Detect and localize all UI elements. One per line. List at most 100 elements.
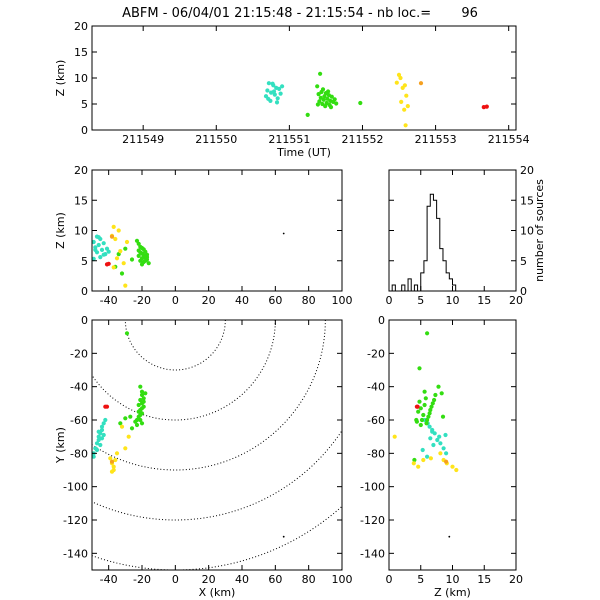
panel-plan-view: -40 -20 0 20 40 60 80 100 -140 -120 -100 -80 -60 -40 -… (54, 314, 353, 599)
source-point-cyan (266, 96, 271, 101)
source-point-green (427, 411, 432, 416)
source-point-yellow (113, 457, 118, 463)
data-points (92, 224, 285, 288)
source-point-cyan (425, 454, 430, 459)
x-tick-label: 40 (235, 294, 249, 307)
x-axis-label: Time (UT) (276, 146, 331, 159)
source-point-yellow (126, 434, 131, 439)
source-point-green (414, 417, 419, 423)
source-point-cyan (441, 446, 446, 451)
x-tick-label: 0 (172, 573, 179, 586)
source-point-cyan (106, 249, 111, 254)
source-point-cyan (101, 421, 106, 426)
y-tick-label: -60 (70, 414, 88, 427)
source-point-cyan (99, 424, 105, 429)
source-point-green (138, 258, 143, 263)
y-tick-label: 0 (81, 314, 88, 327)
figure-title: ABFM - 06/04/01 21:15:48 - 21:15:54 - nb… (122, 6, 478, 21)
title-count: 96 (461, 6, 478, 21)
x-tick-label: 5 (417, 573, 424, 586)
source-point-green (325, 96, 330, 101)
x-tick-label: 10 (446, 294, 460, 307)
source-point-cyan (274, 100, 280, 105)
source-point-yellow (108, 456, 113, 461)
data-points (92, 331, 285, 538)
y-tick-label: -140 (360, 547, 385, 560)
source-point-green (138, 384, 143, 389)
source-point-green (319, 89, 324, 95)
source-point-green (134, 422, 140, 428)
source-point-red (106, 261, 111, 266)
source-point-cyan (96, 429, 101, 434)
source-point-yellow (428, 456, 433, 461)
source-point-green (316, 92, 321, 97)
panel-height-y: 0 5 10 15 20 -140 -120 -100 -80 -60 -40 -20 0 Z (km) (360, 314, 523, 599)
y-tick-label: -120 (360, 514, 385, 527)
y-tick-label: 0 (520, 285, 527, 298)
source-point-green (436, 384, 441, 389)
y-tick-label: -20 (367, 347, 385, 360)
x-axis-label: Z (km) (434, 586, 471, 599)
title-count-label: nb loc.= (377, 6, 431, 21)
x-tick-label: 211552 (341, 133, 383, 146)
range-ring (92, 320, 276, 421)
x-tick-label: 211554 (488, 133, 530, 146)
range-rings (92, 320, 342, 570)
source-point-green (428, 407, 433, 413)
source-point-green (425, 417, 430, 423)
source-point-green (416, 409, 421, 414)
x-tick-label: -40 (100, 294, 118, 307)
x-tick-label: 100 (332, 573, 353, 586)
source-point-cyan (96, 434, 101, 439)
source-point-orange (109, 459, 115, 464)
source-point-cyan (270, 81, 275, 86)
x-tick-label: 80 (302, 294, 316, 307)
y-tick-label: -80 (70, 447, 88, 460)
source-point-green (418, 406, 423, 411)
source-point-green (329, 94, 334, 99)
source-point-cyan (96, 242, 101, 248)
source-point-green (129, 426, 135, 431)
source-point-green (123, 246, 128, 251)
source-point-cyan (103, 417, 108, 423)
source-point-black (282, 232, 285, 235)
source-point-yellow (111, 464, 116, 469)
source-point-green (421, 412, 426, 418)
source-point-green (423, 396, 428, 401)
y-axis-label: Z (km) (54, 60, 67, 97)
source-point-yellow (124, 239, 130, 245)
y-tick-label: 10 (74, 225, 88, 238)
x-axis-label: X (km) (199, 586, 236, 599)
x-tick-label: -20 (133, 294, 151, 307)
source-point-yellow (111, 467, 116, 473)
source-point-green (143, 258, 148, 263)
source-point-green (432, 397, 437, 403)
source-point-green (146, 261, 151, 266)
range-ring (340, 568, 342, 570)
x-tick-label: 0 (172, 294, 179, 307)
source-point-green (358, 100, 363, 106)
source-point-cyan (92, 239, 96, 245)
source-point-yellow (394, 80, 399, 85)
source-point-green (422, 402, 427, 408)
source-point-cyan (277, 86, 282, 91)
source-point-green (323, 104, 328, 109)
x-tick-label: 211553 (415, 133, 457, 146)
source-point-cyan (99, 247, 105, 252)
source-point-cyan (443, 432, 448, 438)
title-start-time: 21:15:48 (234, 6, 292, 21)
source-point-yellow (411, 461, 416, 466)
source-point-green (322, 94, 327, 99)
source-point-green (144, 255, 150, 260)
source-point-yellow (116, 228, 121, 233)
y-tick-label: -40 (70, 381, 88, 394)
source-point-yellow (404, 93, 409, 98)
source-point-green (433, 392, 438, 398)
source-point-green (440, 414, 446, 419)
source-point-cyan (265, 88, 270, 93)
x-tick-label: 15 (477, 573, 491, 586)
source-point-green (429, 404, 434, 409)
source-point-yellow (392, 434, 397, 439)
source-point-cyan (101, 252, 106, 257)
source-point-green (139, 389, 145, 394)
